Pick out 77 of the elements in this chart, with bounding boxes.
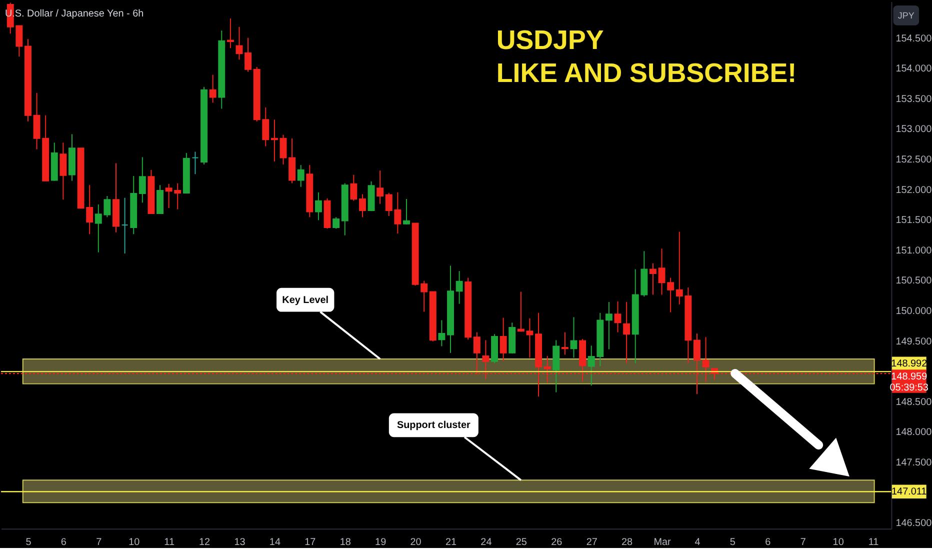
- y-tick-label: 154.000: [896, 64, 932, 75]
- y-tick-label: 153.000: [896, 124, 932, 136]
- x-tick-label: 19: [375, 537, 387, 548]
- candlestick: [60, 142, 67, 200]
- y-tick-label: 150.000: [896, 306, 932, 317]
- x-tick-label: 10: [128, 537, 140, 548]
- x-tick-label: 6: [60, 537, 67, 548]
- candlestick: [403, 198, 410, 225]
- candlestick: [121, 197, 128, 254]
- candlestick: [297, 164, 304, 188]
- x-tick-label: 21: [445, 537, 457, 548]
- candlestick: [244, 37, 252, 72]
- y-tick-label: 150.500: [896, 276, 932, 287]
- candlestick: [517, 291, 524, 332]
- x-tick-label: 27: [586, 537, 598, 548]
- candlestick: [280, 134, 287, 165]
- text: JPY: [898, 10, 914, 20]
- x-tick-label: 28: [622, 537, 634, 548]
- candlestick: [456, 270, 463, 304]
- candlestick: [358, 194, 366, 218]
- candlestick: [605, 302, 612, 350]
- x-tick-label: 5: [730, 537, 736, 548]
- candlestick: [570, 316, 578, 358]
- x-tick-label: 7: [800, 537, 806, 548]
- candlestick: [288, 138, 296, 184]
- ref-line-label: 147.011: [892, 486, 928, 498]
- candlestick: [526, 318, 534, 358]
- x-tick-label: 11: [868, 537, 880, 548]
- x-tick-label: 6: [765, 537, 772, 548]
- candlestick: [552, 340, 560, 393]
- x-tick-label: 26: [551, 537, 563, 548]
- y-tick-label: 152.500: [896, 154, 932, 166]
- x-tick-label: 20: [410, 537, 422, 548]
- candlestick: [350, 174, 358, 202]
- candlestick: [500, 317, 507, 362]
- x-tick-label: 25: [516, 537, 528, 548]
- candlestick: [226, 18, 234, 49]
- y-tick-label: 148.000: [896, 427, 932, 438]
- y-tick-label: 147.500: [896, 457, 932, 468]
- candlestick: [376, 170, 384, 204]
- candlestick: [649, 262, 656, 296]
- x-tick-label: 10: [832, 537, 844, 548]
- x-tick-label: Mar: [654, 537, 672, 548]
- y-tick-label: 154.500: [896, 33, 932, 44]
- x-tick-label: 18: [340, 537, 352, 548]
- candlestick: [614, 300, 622, 333]
- candlestick: [314, 192, 322, 221]
- annotation: LIKE AND SUBSCRIBE!: [496, 58, 797, 88]
- x-tick-label: 17: [304, 537, 316, 548]
- candlestick: [209, 74, 216, 104]
- y-tick-label: 151.500: [896, 215, 932, 226]
- candlestick: [623, 302, 630, 364]
- x-tick-label: 4: [694, 537, 701, 548]
- x-tick-label: 13: [234, 537, 246, 548]
- y-tick-label: 151.000: [896, 245, 932, 256]
- candlestick: [138, 156, 146, 204]
- annotation: USDJPY: [496, 25, 604, 56]
- annotation: Key Level: [282, 294, 329, 306]
- y-tick-label: 149.500: [896, 336, 932, 348]
- x-tick-label: 5: [26, 537, 32, 548]
- candlestick: [236, 26, 243, 60]
- candlestick: [561, 332, 568, 356]
- y-tick-label: 146.500: [896, 518, 932, 530]
- y-tick-label: 152.000: [896, 184, 932, 196]
- candlestick: [192, 151, 199, 175]
- y-tick-label: 153.500: [896, 94, 932, 105]
- candlestick: [156, 184, 164, 214]
- x-tick-label: 14: [269, 537, 281, 548]
- candlestick: [270, 119, 278, 162]
- y-tick-label: 148.500: [896, 396, 932, 408]
- candlestick: [438, 320, 446, 347]
- x-tick-label: 7: [96, 537, 102, 548]
- x-tick-label: 12: [198, 537, 211, 548]
- x-tick-label: 24: [480, 537, 492, 548]
- candlestick: [332, 216, 340, 230]
- annotation: Support cluster: [396, 420, 471, 432]
- x-tick-label: 11: [164, 537, 175, 548]
